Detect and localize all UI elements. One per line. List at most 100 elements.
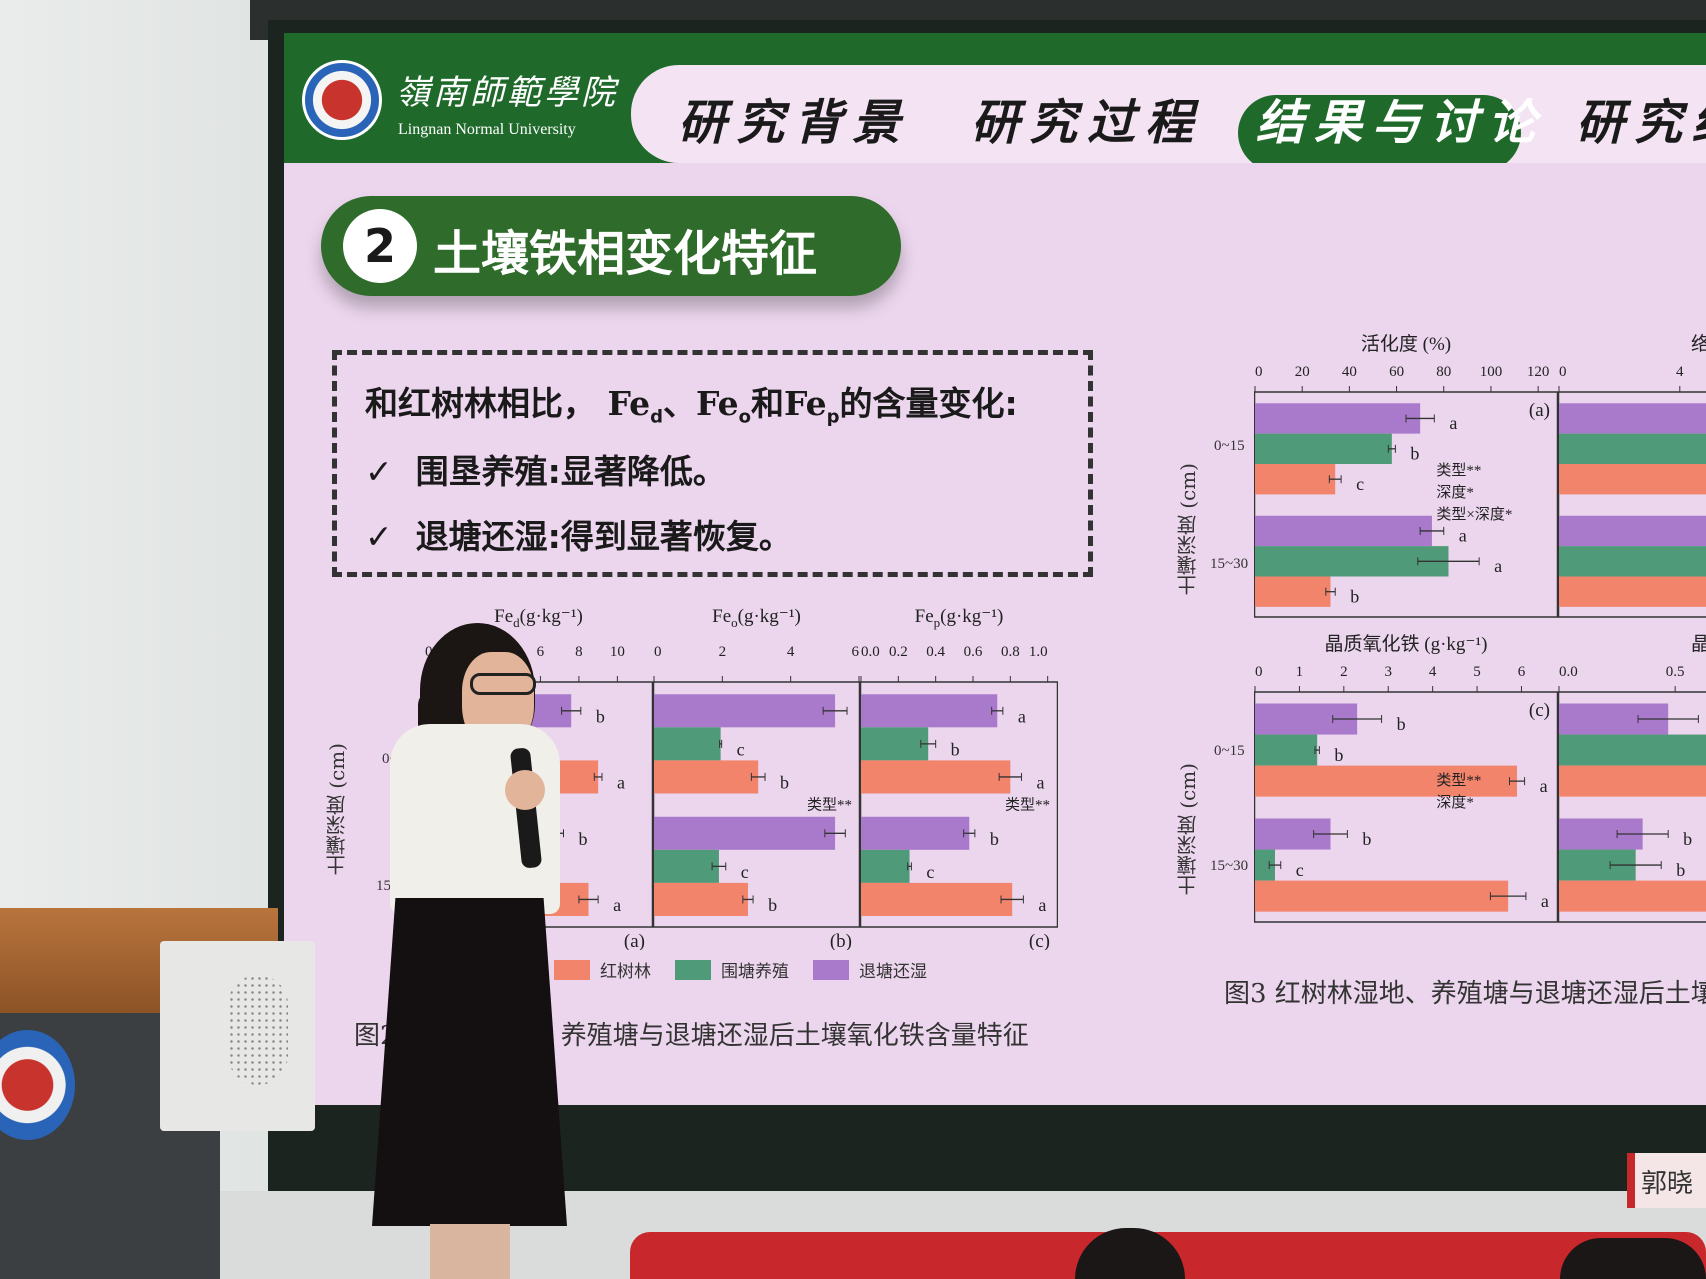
section-nav: 研究背景 研究过程 结果与讨论 研究结论: [631, 65, 1706, 163]
nav-results-discussion[interactable]: 结果与讨论: [1256, 95, 1547, 151]
panel-label: (a): [624, 931, 645, 950]
x-tick-label: 0: [654, 644, 662, 660]
fig2-chart-feo: Feo(g·kg⁻¹)0246acbacb类型**(b): [653, 606, 860, 950]
significance-letter: c: [1356, 474, 1364, 494]
fig3-y-axis-label: 土壤深度 (cm): [1176, 763, 1200, 896]
stats-annotation: 深度*: [1436, 484, 1474, 501]
x-tick-label: 6: [537, 644, 545, 660]
stats-annotation: 深度*: [1436, 794, 1474, 811]
bar-红树林: [1255, 880, 1509, 912]
nav-research-conclusion[interactable]: 研究结论: [1576, 95, 1706, 151]
x-tick-label: 0.0: [1559, 664, 1578, 680]
summary-box: 和红树林相比， Fed、Feo和Fep的含量变化: ✓ 围垦养殖:显著降低。 ✓…: [332, 350, 1093, 577]
sub-d: d: [650, 406, 664, 428]
lead-suffix: 的含量变化:: [839, 384, 1018, 423]
summary-item-text: 退塘还湿:得到显著恢复。: [415, 517, 792, 556]
x-tick-label: 6: [1518, 664, 1526, 680]
panel-title: Fep(g·kg⁻¹): [915, 606, 1004, 630]
x-tick-label: 0.0: [861, 644, 880, 660]
lead-prefix: 和红树林相比，: [365, 384, 596, 423]
significance-letter: a: [1540, 776, 1548, 796]
x-tick-label: 60: [1389, 364, 1404, 380]
significance-letter: a: [1494, 556, 1502, 576]
bar-围塘养殖: [1255, 849, 1275, 881]
nav-research-process[interactable]: 研究过程: [971, 95, 1204, 151]
plot-frame: [653, 681, 860, 928]
significance-letter: a: [1038, 895, 1046, 915]
fig3-depth-label: 0~15: [1214, 438, 1245, 454]
slide-header: 嶺南師範學院 Lingnan Normal University 研究背景 研究…: [284, 33, 1706, 163]
bar-围塘养殖: [1559, 433, 1706, 464]
university-logo: [302, 60, 382, 140]
title-unit: (g·kg⁻¹): [738, 606, 801, 627]
x-tick-label: 8: [575, 644, 583, 660]
significance-letter: b: [1334, 745, 1343, 765]
bar-围塘养殖: [1255, 433, 1392, 464]
bar-红树林: [1255, 464, 1336, 495]
title-unit: (g·kg⁻¹): [520, 606, 583, 627]
podium-logo: [0, 1030, 75, 1140]
significance-letter: a: [617, 773, 625, 793]
significance-letter: b: [990, 829, 999, 849]
fig3-depth-label: 15~30: [1210, 858, 1249, 874]
bar-红树林: [1255, 576, 1331, 607]
school-name-en: Lingnan Normal University: [398, 121, 576, 138]
bar-红树林: [861, 760, 1011, 794]
separator: 、: [663, 384, 697, 423]
x-tick-label: 6: [852, 644, 860, 660]
significance-letter: b: [596, 706, 605, 726]
significance-letter: c: [1296, 860, 1304, 880]
significance-letter: a: [613, 895, 621, 915]
plot-frame: [1558, 391, 1706, 618]
fig3-chart-complexed: 络合048: [1558, 333, 1706, 618]
significance-letter: b: [768, 895, 777, 915]
summary-item-text: 围垦养殖:显著降低。: [415, 452, 726, 491]
fig3-chart-crystalline: 晶质氧化铁 (g·kg⁻¹) 0 1 2 3 4 5 6 b b a b c a 类型** 深度* (c): [1254, 633, 1558, 923]
fe-label: Fe: [607, 384, 651, 423]
sub-o: o: [738, 406, 752, 428]
x-tick-label: 2: [719, 644, 727, 660]
nav-research-background[interactable]: 研究背景: [678, 95, 911, 151]
stats-annotation: 类型**: [1436, 772, 1481, 789]
panel-title: 晶质氧化铁 (g·kg⁻¹): [1325, 633, 1488, 655]
x-tick-label: 4: [1429, 664, 1437, 680]
section-title: 2 土壤铁相变化特征: [321, 196, 901, 296]
bar-围塘养殖: [861, 727, 929, 761]
x-tick-label: 3: [1384, 664, 1392, 680]
summary-item: ✓ 围垦养殖:显著降低。: [365, 445, 726, 493]
bar-红树林: [1559, 576, 1706, 607]
fig2-chart-fep: Fep(g·kg⁻¹) 0.0 0.2 0.4 0.6 0.8 1.0 a b a b c a 类型** (…: [860, 606, 1058, 950]
bar-退塘还湿: [1255, 515, 1432, 547]
legend-swatch-mangrove: [554, 959, 590, 980]
x-tick-label: 80: [1436, 364, 1451, 380]
panel-label: (b): [830, 931, 852, 950]
and-text: 和: [751, 384, 785, 423]
x-tick-label: 0.2: [889, 644, 908, 660]
stats-annotation: 类型**: [807, 797, 852, 814]
significance-letter: b: [1410, 443, 1419, 463]
panel-label: (c): [1529, 700, 1550, 721]
x-tick-label: 0: [1559, 364, 1567, 380]
x-tick-label: 1.0: [1029, 644, 1048, 660]
bar-退塘还湿: [1559, 515, 1706, 547]
x-tick-label: 0: [1255, 364, 1263, 380]
title-subscript: o: [731, 615, 738, 630]
x-tick-label: 10: [610, 644, 625, 660]
fig3-chart-activation: 活化度 (%) 0 20 40 60 80 100 120 a b c a a b 类型** 深度* 类型×深度…: [1254, 333, 1558, 618]
significance-letter: c: [926, 862, 934, 882]
stats-annotation: 类型**: [1436, 462, 1481, 479]
section-number: 2: [343, 209, 417, 283]
significance-letter: b: [1683, 829, 1692, 849]
nav-active-highlight: [1238, 95, 1521, 163]
bar-退塘还湿: [1255, 403, 1421, 434]
significance-letter: b: [951, 739, 960, 759]
legend-label: 退塘还湿: [859, 962, 927, 982]
title-subscript: p: [934, 615, 941, 630]
bar-围塘养殖: [654, 727, 721, 761]
check-icon: ✓: [365, 452, 393, 491]
x-tick-label: 120: [1527, 364, 1550, 380]
legend-swatch-restored: [813, 959, 849, 980]
bar-红树林: [861, 882, 1013, 916]
title-unit: (g·kg⁻¹): [940, 606, 1003, 627]
x-tick-label: 2: [1340, 664, 1348, 680]
